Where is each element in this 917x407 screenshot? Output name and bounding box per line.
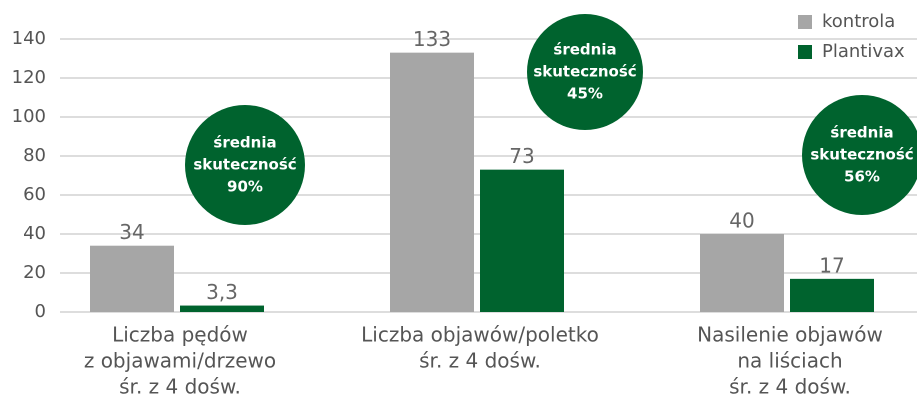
bar [390,52,474,313]
value-label: 17 [819,253,844,277]
bar [480,169,564,312]
y-tick-label: 40 [23,223,46,244]
bar [700,234,784,312]
value-label: 34 [119,220,144,244]
annotation-text: skuteczność [810,146,913,164]
x-tick-label: Nasilenie objawów [697,323,883,347]
annotation-text: 90% [227,178,263,196]
annotation-text: skuteczność [193,156,296,174]
x-tick-label: śr. z 4 dośw. [729,375,851,399]
y-tick-label: 0 [35,301,46,322]
y-tick-label: 120 [12,67,46,88]
legend-swatch [798,45,812,59]
annotation-text: średnia [830,124,893,142]
x-tick-label: Liczba objawów/poletko [361,323,599,347]
bar [90,245,174,312]
annotation-text: skuteczność [533,63,636,81]
x-tick-label: śr. z 4 dośw. [419,349,541,373]
x-tick-label: z objawami/drzewo [84,349,276,373]
legend-label: kontrola [822,11,895,32]
y-tick-label: 100 [12,106,46,127]
y-tick-label: 20 [23,262,46,283]
annotation-text: 45% [567,85,603,103]
bar [180,305,264,312]
annotation-text: średnia [553,41,616,59]
value-label: 40 [729,209,754,233]
bar [790,278,874,312]
value-label: 133 [413,27,451,51]
y-tick-label: 140 [12,28,46,49]
annotation-text: 56% [844,168,880,186]
legend-label: Plantivax [822,41,905,62]
annotation-text: średnia [213,134,276,152]
x-tick-label: śr. z 4 dośw. [119,375,241,399]
x-tick-label: Liczba pędów [112,323,248,347]
value-label: 3,3 [206,280,238,304]
annotation-circle [527,14,643,130]
x-tick-label: na liściach [737,349,842,373]
value-label: 73 [509,144,534,168]
annotation-circle [802,95,917,215]
annotation-circle [185,105,305,225]
y-tick-label: 80 [23,145,46,166]
y-tick-label: 60 [23,184,46,205]
legend-swatch [798,15,812,29]
